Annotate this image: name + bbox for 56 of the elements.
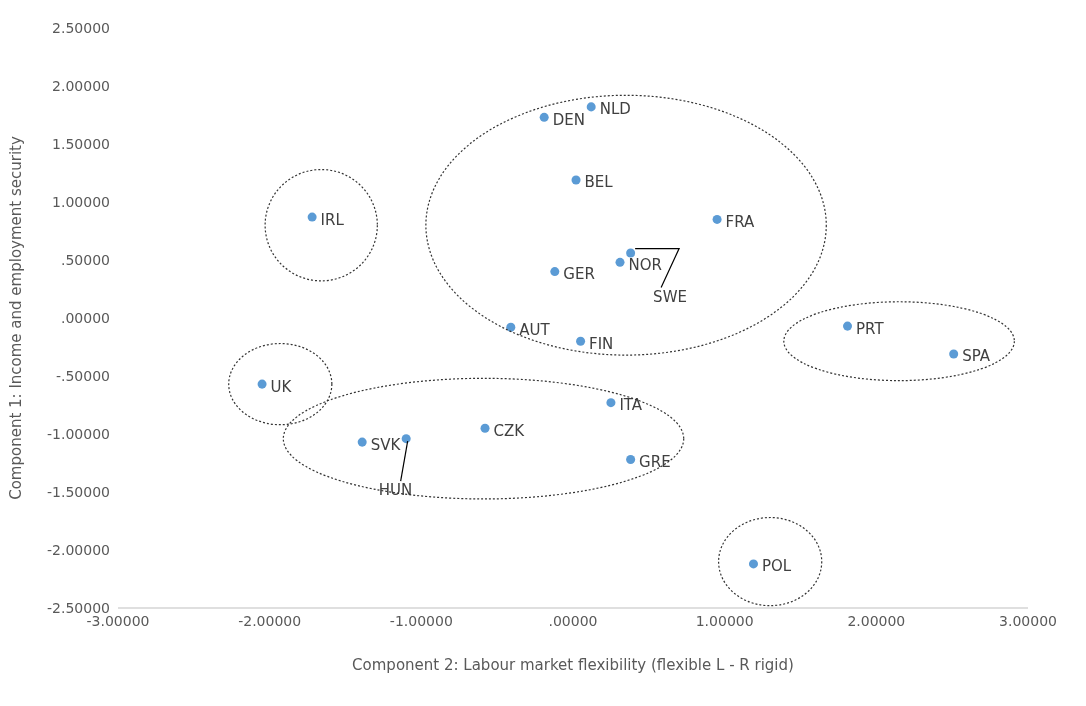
data-label: HUN <box>378 481 413 500</box>
data-label: IRL <box>320 210 345 229</box>
y-tick-label: 2.50000 <box>52 19 110 36</box>
point <box>626 455 636 465</box>
y-tick-label: -.50000 <box>55 367 110 384</box>
point <box>712 214 722 224</box>
point <box>748 559 758 569</box>
point <box>257 379 267 389</box>
x-axis-title: Component 2: Labour market flexibility (flexible L - R rigid) <box>352 656 794 674</box>
data-label: CZK <box>493 421 526 440</box>
y-tick-label: -1.00000 <box>47 425 110 442</box>
point <box>571 175 581 185</box>
point <box>506 322 516 332</box>
y-tick-label: 1.00000 <box>52 193 110 210</box>
data-label: SVK <box>370 435 402 454</box>
point <box>357 437 367 447</box>
data-label: PRT <box>856 319 885 338</box>
y-axis-title: Component 1: Income and employment security <box>7 136 26 500</box>
data-label: BEL <box>584 173 614 192</box>
data-label: GRE <box>639 453 671 472</box>
x-tick-label: -2.00000 <box>238 612 302 629</box>
y-tick-label: .00000 <box>61 309 110 326</box>
point <box>307 212 317 222</box>
data-label: FIN <box>589 334 614 353</box>
point <box>401 434 411 444</box>
data-label: FRA <box>725 212 756 231</box>
data-label: SPA <box>962 347 991 366</box>
x-tick-label: 2.00000 <box>847 612 906 629</box>
data-label: NOR <box>628 255 662 274</box>
point <box>626 248 636 258</box>
point <box>550 267 560 277</box>
data-label: GER <box>563 265 595 284</box>
point <box>576 336 586 346</box>
point <box>606 398 616 408</box>
point <box>586 102 596 112</box>
point <box>480 423 490 433</box>
data-label: AUT <box>519 320 551 339</box>
y-tick-label: .50000 <box>61 251 110 268</box>
x-tick-label: .00000 <box>548 612 598 629</box>
data-label: POL <box>761 557 792 576</box>
y-tick-label: 1.50000 <box>52 135 110 152</box>
data-label: UK <box>270 377 293 396</box>
point <box>843 321 853 331</box>
data-label: NLD <box>599 100 631 119</box>
x-tick-label: -1.00000 <box>389 612 453 629</box>
data-label: SWE <box>653 287 687 306</box>
point <box>539 112 549 122</box>
point <box>949 349 959 359</box>
x-tick-label: 3.00000 <box>999 612 1057 629</box>
point <box>615 257 625 267</box>
y-tick-label: -1.50000 <box>47 483 110 500</box>
y-tick-label: 2.00000 <box>52 77 110 94</box>
data-label: DEN <box>552 110 585 129</box>
x-tick-label: 1.00000 <box>695 612 754 629</box>
y-tick-label: -2.00000 <box>47 541 110 558</box>
data-label: ITA <box>619 396 643 415</box>
